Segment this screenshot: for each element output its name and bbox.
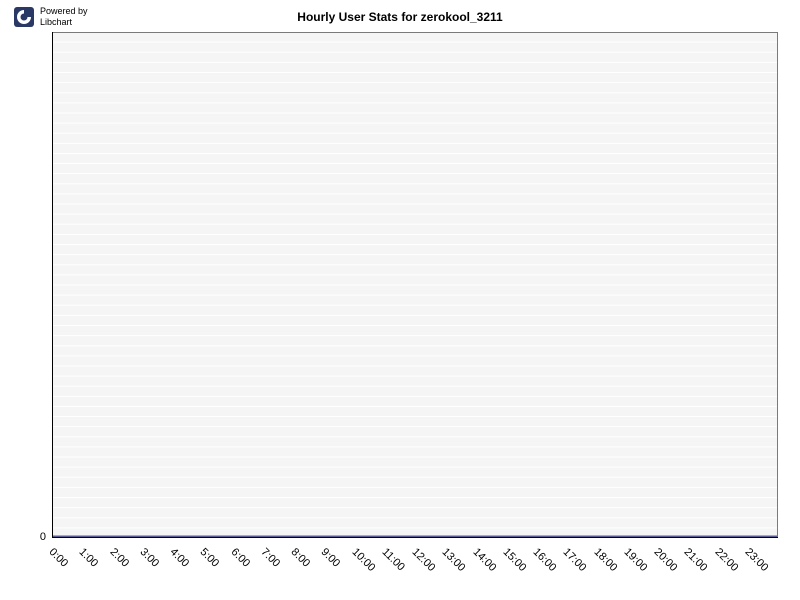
x-tick-label: 18:00 [591, 546, 619, 574]
x-tick-label: 13:00 [440, 546, 468, 574]
x-tick-label: 22:00 [712, 546, 740, 574]
x-tick-label: 12:00 [410, 546, 438, 574]
plot-area [52, 32, 778, 542]
x-tick-label: 14:00 [470, 546, 498, 574]
x-tick-label: 17:00 [561, 546, 589, 574]
x-tick-label: 7:00 [258, 546, 282, 570]
x-tick-label: 23:00 [742, 546, 770, 574]
x-tick-label: 3:00 [137, 546, 161, 570]
x-tick-label: 9:00 [319, 546, 343, 570]
x-tick-label: 10:00 [349, 546, 377, 574]
y-tick-label: 0 [40, 531, 46, 543]
chart-title: Hourly User Stats for zerokool_3211 [0, 10, 800, 24]
x-tick-label: 15:00 [500, 546, 528, 574]
x-tick-label: 19:00 [621, 546, 649, 574]
chart-container: Powered by Libchart Hourly User Stats fo… [0, 0, 800, 600]
x-tick-label: 8:00 [289, 546, 313, 570]
x-tick-label: 1:00 [77, 546, 101, 570]
x-tick-label: 11:00 [379, 546, 406, 573]
x-tick-label: 16:00 [531, 546, 559, 574]
x-tick-label: 4:00 [168, 546, 192, 570]
x-tick-label: 5:00 [198, 546, 222, 570]
x-tick-label: 20:00 [652, 546, 680, 574]
x-tick-label: 21:00 [682, 546, 710, 574]
x-tick-label: 0:00 [47, 546, 71, 570]
x-tick-label: 6:00 [228, 546, 252, 570]
x-tick-label: 2:00 [107, 546, 131, 570]
